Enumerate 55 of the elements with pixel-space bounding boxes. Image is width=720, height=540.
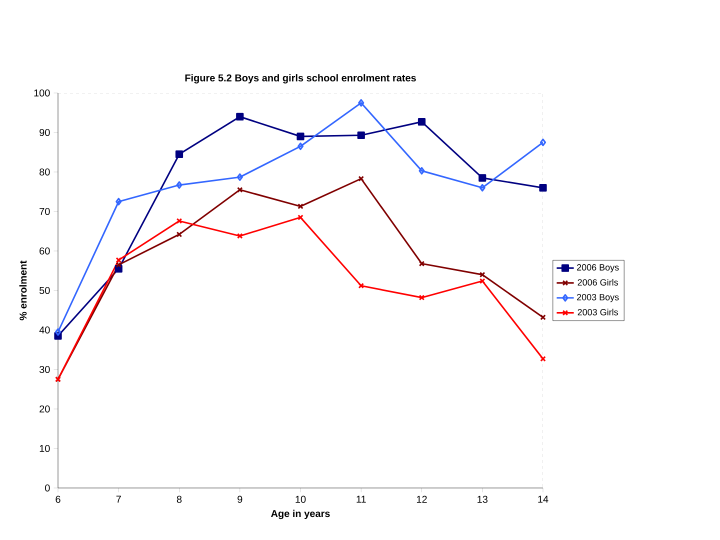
x-axis-title: Age in years bbox=[271, 510, 330, 520]
point bbox=[116, 198, 122, 206]
y-tick-label: 50 bbox=[39, 286, 50, 294]
point bbox=[175, 150, 184, 158]
x-tick-label: 13 bbox=[478, 496, 488, 503]
y-tick-label: 90 bbox=[40, 128, 50, 136]
x-tick-label: 6 bbox=[56, 496, 60, 503]
point bbox=[297, 142, 304, 150]
point bbox=[176, 181, 182, 189]
y-tick-label: 100 bbox=[34, 89, 50, 97]
y-tick-label: 0 bbox=[45, 484, 50, 492]
point bbox=[479, 278, 486, 284]
point bbox=[358, 282, 364, 289]
y-tick-label: 70 bbox=[40, 208, 50, 216]
point bbox=[358, 176, 364, 182]
y-tick-label: 20 bbox=[40, 405, 50, 413]
point bbox=[298, 203, 304, 210]
y-axis-title: % enrolment bbox=[19, 260, 27, 320]
y-tick-label: 80 bbox=[40, 168, 50, 176]
point bbox=[296, 132, 304, 140]
point bbox=[418, 118, 426, 126]
legend-label: 2003 Girls bbox=[578, 308, 618, 316]
x-tick-label: 11 bbox=[356, 496, 366, 503]
y-tick-label: 60 bbox=[40, 247, 50, 255]
point bbox=[116, 257, 122, 263]
point bbox=[236, 173, 243, 181]
point bbox=[116, 262, 122, 268]
point bbox=[176, 231, 182, 238]
point bbox=[357, 131, 365, 140]
chart-title: Figure 5.2 Boys and girls school enrolment rates bbox=[185, 74, 416, 84]
x-tick-label: 8 bbox=[176, 496, 182, 503]
legend-label: 2006 Boys bbox=[577, 264, 619, 272]
y-tick-label: 10 bbox=[40, 444, 50, 452]
point bbox=[298, 214, 304, 220]
point bbox=[418, 294, 425, 301]
point bbox=[236, 112, 244, 120]
x-tick-label: 14 bbox=[538, 496, 548, 503]
point bbox=[358, 99, 364, 107]
point bbox=[236, 186, 243, 193]
point bbox=[479, 184, 486, 192]
y-tick-label: 30 bbox=[39, 366, 50, 374]
x-tick-label: 9 bbox=[238, 496, 242, 503]
point bbox=[236, 233, 243, 239]
x-tick-label: 7 bbox=[116, 496, 121, 503]
x-tick-label: 12 bbox=[416, 496, 427, 503]
point bbox=[418, 167, 425, 175]
point bbox=[176, 218, 182, 224]
point bbox=[418, 260, 425, 267]
x-tick-label: 10 bbox=[296, 496, 306, 503]
legend-label: 2006 Girls bbox=[578, 278, 618, 286]
point bbox=[479, 272, 486, 278]
point bbox=[539, 184, 547, 192]
y-tick-label: 40 bbox=[39, 326, 50, 334]
point bbox=[478, 174, 486, 182]
legend-label: 2003 Boys bbox=[577, 294, 619, 302]
